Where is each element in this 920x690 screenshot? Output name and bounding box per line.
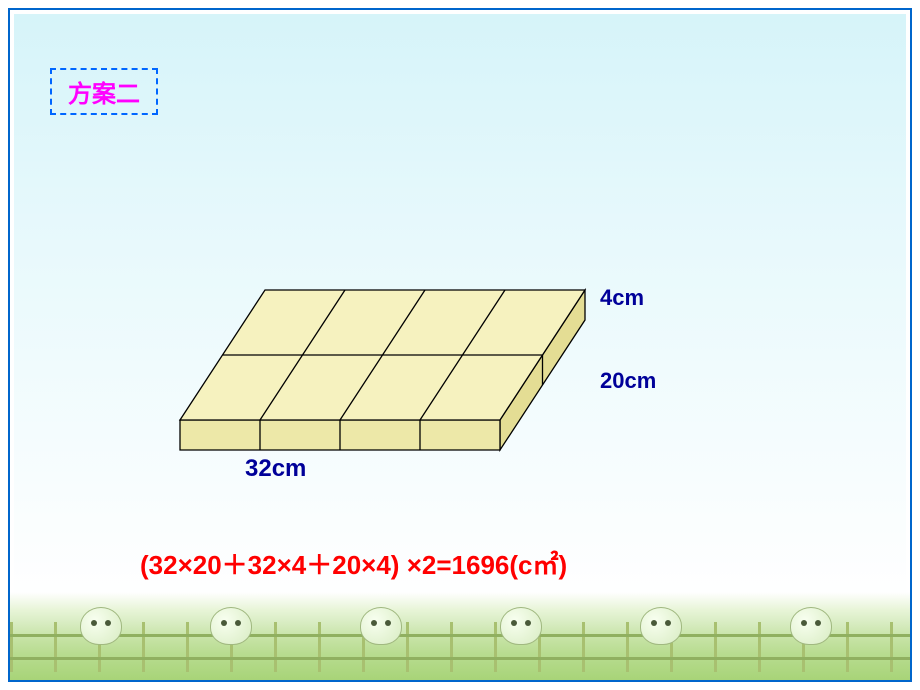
cuboid-svg [140, 250, 640, 480]
grass-cartoon [640, 607, 682, 645]
formula-text: (32×20＋32×4＋20×4) ×2=1696(c㎡) [140, 545, 567, 582]
title-box: 方案二 [50, 68, 158, 115]
label-width: 20cm [600, 368, 656, 394]
grass-cartoon [80, 607, 122, 645]
label-height: 4cm [600, 285, 644, 311]
label-length: 32cm [245, 455, 306, 483]
grass-cartoon [790, 607, 832, 645]
grass-cartoon [500, 607, 542, 645]
grass-cartoon [360, 607, 402, 645]
grass-cartoon [210, 607, 252, 645]
title-text: 方案二 [68, 81, 140, 108]
fence [10, 622, 910, 672]
cuboid-diagram: 4cm 20cm 32cm [140, 250, 640, 490]
cuboid-front-face [180, 420, 500, 450]
